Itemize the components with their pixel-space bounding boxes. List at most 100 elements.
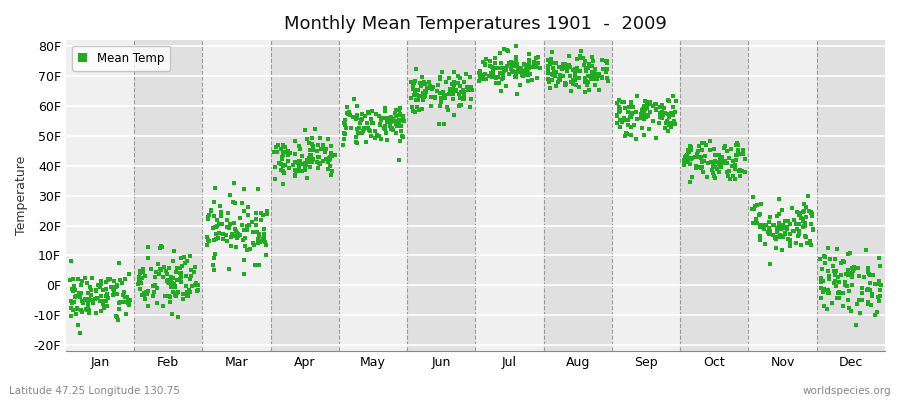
Point — [121, 298, 135, 304]
Point — [838, 282, 852, 289]
Point — [792, 228, 806, 234]
Point — [110, 314, 124, 320]
Point — [822, 273, 836, 280]
Point — [510, 68, 525, 75]
Point — [723, 176, 737, 182]
Point — [683, 147, 698, 154]
Point — [828, 272, 842, 278]
Point — [228, 199, 242, 206]
Point — [437, 94, 452, 101]
Point — [589, 66, 603, 72]
Point — [817, 286, 832, 292]
Point — [510, 91, 525, 98]
Point — [174, 274, 188, 280]
Point — [375, 114, 390, 121]
Point — [763, 260, 778, 267]
Point — [548, 73, 562, 80]
Point — [458, 71, 473, 77]
Point — [166, 281, 181, 288]
Point — [643, 99, 657, 105]
Point — [712, 152, 726, 158]
Point — [316, 146, 330, 152]
Point — [544, 76, 559, 83]
Point — [78, 275, 93, 282]
Point — [164, 278, 178, 284]
Point — [708, 159, 723, 165]
Point — [384, 124, 399, 131]
Point — [814, 285, 828, 292]
Point — [95, 287, 110, 294]
Point — [235, 222, 249, 228]
Point — [325, 168, 339, 175]
Point — [270, 149, 284, 156]
Point — [340, 110, 355, 117]
Title: Monthly Mean Temperatures 1901  -  2009: Monthly Mean Temperatures 1901 - 2009 — [284, 15, 667, 33]
Point — [509, 43, 524, 50]
Point — [835, 303, 850, 310]
Point — [565, 76, 580, 83]
Point — [599, 66, 614, 72]
Point — [552, 76, 566, 83]
Point — [442, 91, 456, 98]
Point — [303, 154, 318, 161]
Point — [527, 60, 542, 67]
Point — [825, 300, 840, 306]
Point — [440, 104, 454, 111]
Point — [206, 237, 220, 244]
Point — [156, 303, 170, 309]
Point — [624, 98, 638, 105]
Point — [842, 305, 857, 311]
Point — [464, 96, 479, 102]
Point — [300, 175, 314, 182]
Point — [531, 60, 545, 67]
Point — [516, 68, 530, 74]
Point — [635, 124, 650, 131]
Point — [362, 127, 376, 133]
Point — [576, 54, 590, 61]
Point — [112, 306, 127, 312]
Point — [680, 159, 694, 165]
Point — [249, 216, 264, 222]
Point — [592, 87, 607, 94]
Point — [133, 268, 148, 274]
Point — [81, 307, 95, 314]
Point — [861, 270, 876, 277]
Point — [491, 73, 505, 80]
Point — [393, 138, 408, 144]
Point — [175, 263, 189, 270]
Point — [589, 82, 603, 88]
Point — [518, 64, 533, 71]
Point — [829, 268, 843, 274]
Point — [213, 213, 228, 219]
Point — [624, 113, 638, 119]
Point — [283, 150, 297, 156]
Point — [188, 282, 202, 288]
Point — [568, 66, 582, 73]
Point — [868, 280, 882, 287]
Point — [772, 220, 787, 226]
Point — [865, 292, 879, 299]
Point — [745, 194, 760, 200]
Point — [322, 154, 337, 160]
Point — [668, 120, 682, 127]
Point — [407, 80, 421, 87]
Point — [362, 109, 376, 116]
Point — [207, 237, 221, 244]
Point — [486, 65, 500, 71]
Point — [873, 262, 887, 269]
Point — [725, 158, 740, 164]
Point — [828, 278, 842, 284]
Point — [521, 78, 535, 85]
Point — [300, 136, 314, 142]
Point — [212, 230, 226, 236]
Point — [202, 238, 217, 244]
Point — [595, 66, 609, 72]
Point — [409, 88, 423, 95]
Point — [269, 144, 284, 150]
Point — [564, 79, 579, 85]
Point — [638, 97, 652, 104]
Point — [682, 149, 697, 156]
Point — [274, 146, 288, 152]
Point — [717, 158, 732, 164]
Point — [727, 176, 742, 183]
